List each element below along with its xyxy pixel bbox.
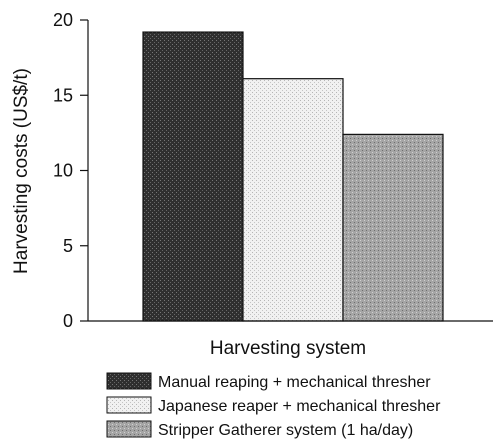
x-axis-title: Harvesting system [210, 338, 366, 359]
bar-1 [142, 31, 244, 322]
legend-label-3: Stripper Gatherer system (1 ha/day) [158, 422, 413, 439]
bar-3 [342, 133, 444, 322]
y-axis-ticks: 0 5 10 15 20 [53, 10, 88, 331]
y-tick-label: 0 [63, 311, 73, 331]
legend-label-2: Japanese reaper + mechanical thresher [158, 398, 441, 415]
legend-swatch-2 [106, 396, 152, 414]
legend-swatch-3 [106, 420, 152, 438]
y-tick-label: 10 [53, 161, 73, 181]
y-axis-title: Harvesting costs (US$/t) [11, 68, 32, 274]
y-tick-label: 15 [53, 85, 73, 105]
y-tick-label: 20 [53, 10, 73, 30]
y-tick-label: 5 [63, 236, 73, 256]
legend-swatch-1 [106, 372, 152, 390]
bars [142, 31, 444, 322]
legend-label-1: Manual reaping + mechanical thresher [158, 374, 431, 391]
legend: Manual reaping + mechanical thresher Japa… [106, 372, 441, 439]
bar-2 [242, 78, 344, 322]
